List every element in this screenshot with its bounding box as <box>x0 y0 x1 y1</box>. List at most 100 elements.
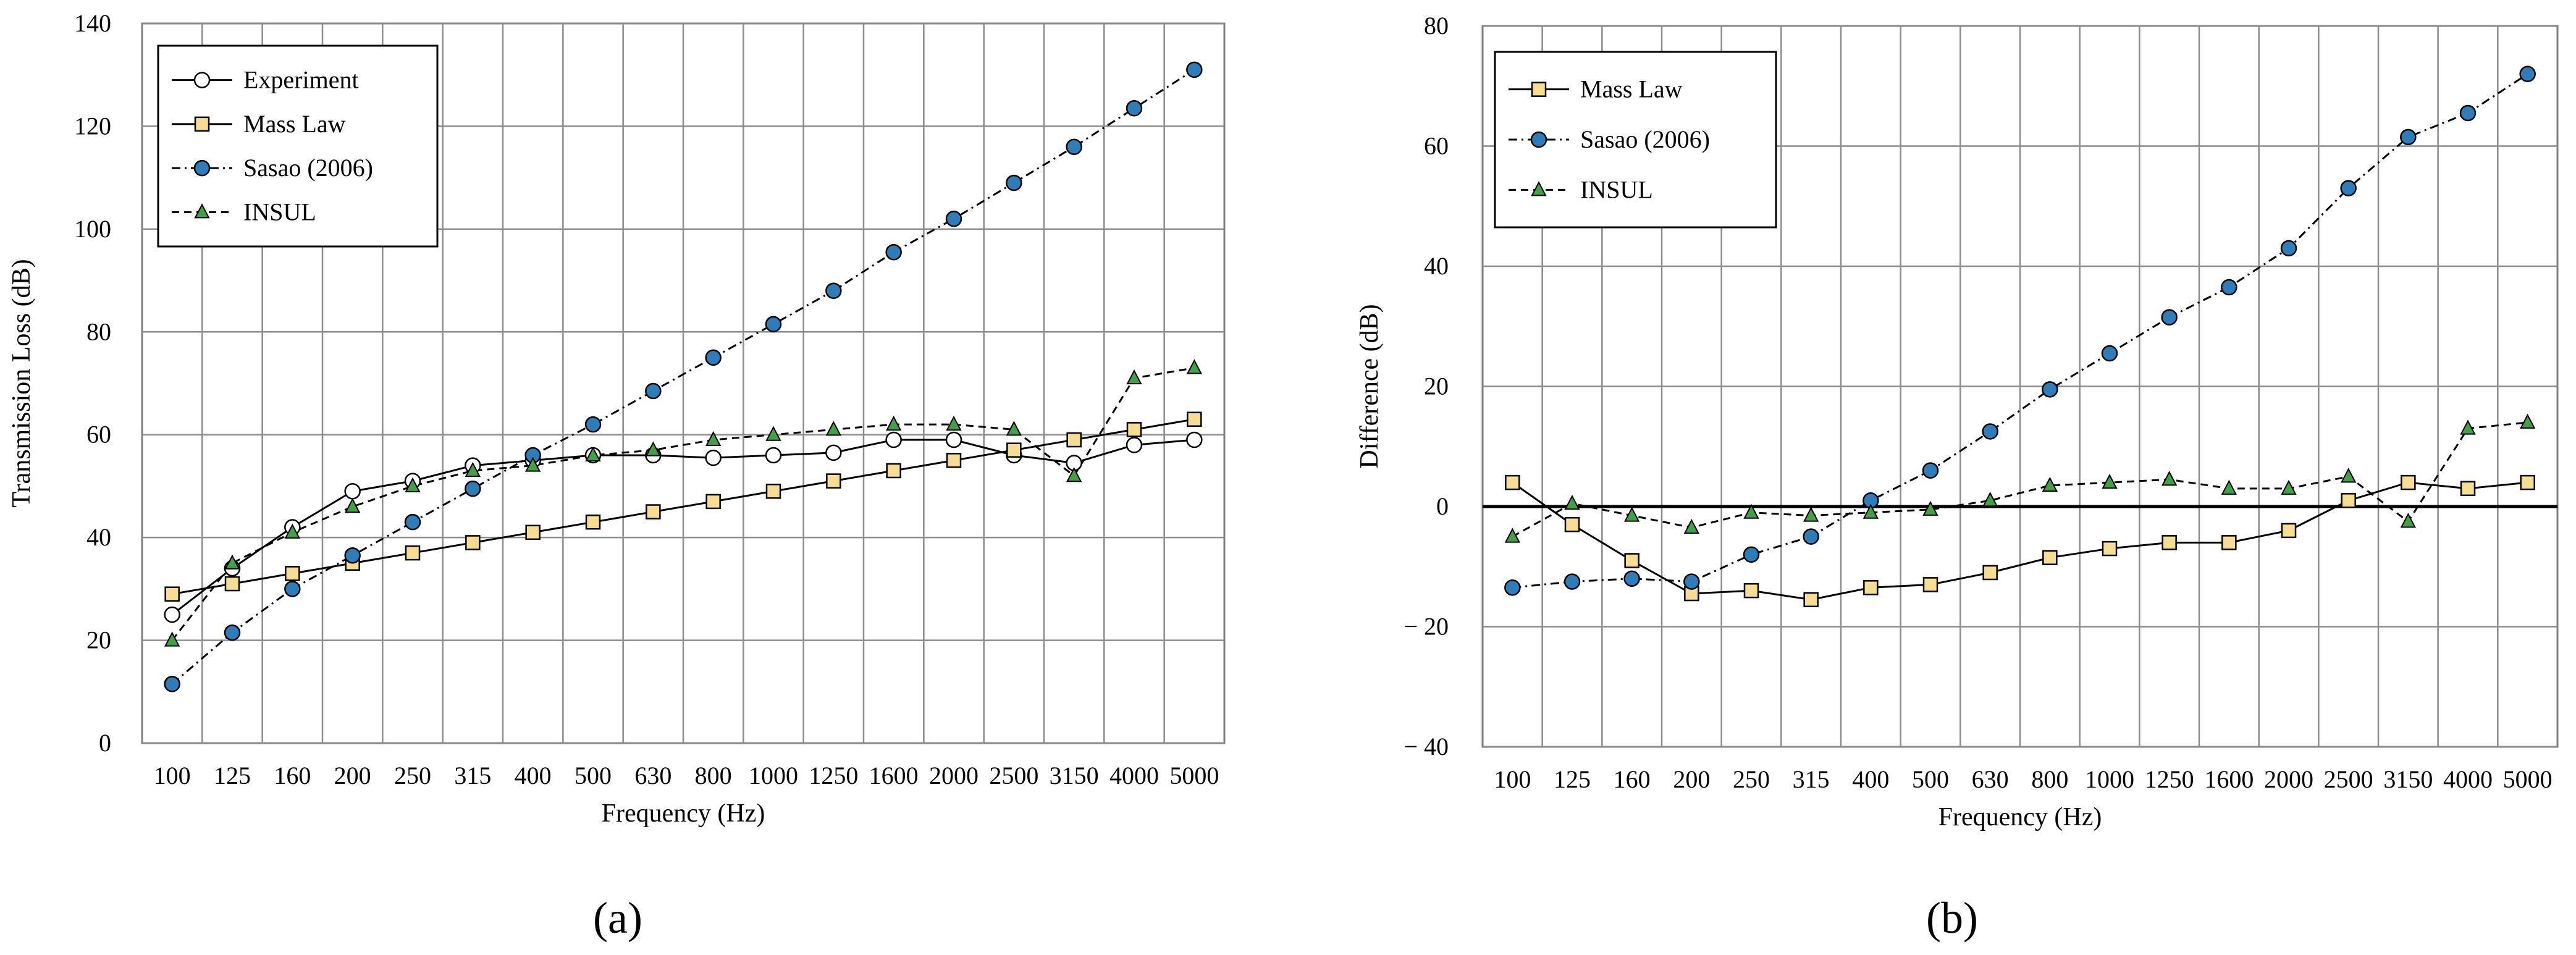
data-point-sasao-2006 <box>2161 309 2178 326</box>
data-point-sasao-2006 <box>164 676 180 692</box>
data-point-sasao-2006 <box>584 416 602 433</box>
legend-marker <box>194 203 210 219</box>
data-point-sasao-2006 <box>465 480 481 497</box>
data-point-experiment <box>164 606 180 623</box>
data-point-insul <box>2042 476 2058 492</box>
data-point-sasao-2006 <box>825 282 842 299</box>
data-point-sasao-2006 <box>284 581 301 597</box>
x-tick-label: 125 <box>1554 765 1591 793</box>
x-tick-label: 2500 <box>2324 765 2373 793</box>
data-point-mass-law <box>164 586 180 602</box>
data-point-insul <box>224 554 240 570</box>
data-point-mass-law <box>1863 580 1879 595</box>
data-point-insul <box>465 461 481 477</box>
data-point-insul <box>585 446 601 461</box>
y-tick-label: 0 <box>99 729 111 757</box>
data-point-mass-law <box>1066 432 1082 448</box>
data-point-mass-law <box>525 524 541 541</box>
data-point-sasao-2006 <box>2519 65 2536 83</box>
data-point-mass-law <box>465 535 481 550</box>
x-tick-label: 315 <box>1793 765 1830 793</box>
panel-label: (b) <box>1926 893 1978 943</box>
data-point-mass-law <box>224 576 240 592</box>
legend: Mass Law Sasao (2006) INSUL <box>1494 51 1777 229</box>
data-point-mass-law <box>1564 516 1580 532</box>
y-axis-title: Difference (dB) <box>1355 304 1384 468</box>
series-line-mass-law <box>172 418 1195 595</box>
data-point-mass-law <box>2460 481 2476 497</box>
x-tick-label: 800 <box>695 762 732 789</box>
x-tick-label: 500 <box>1912 765 1949 793</box>
data-point-experiment <box>945 431 962 448</box>
data-point-sasao-2006 <box>1623 570 1640 587</box>
legend: Experiment Mass Law Sasao (2006) INSUL <box>157 44 439 248</box>
x-tick-label: 630 <box>1972 765 2009 793</box>
data-point-sasao-2006 <box>224 624 241 641</box>
x-tick-label: 1250 <box>2145 765 2194 793</box>
data-point-insul <box>1006 421 1022 436</box>
legend-label: Sasao (2006) <box>1580 125 1710 153</box>
legend-marker <box>1531 181 1547 196</box>
x-tick-label: 2000 <box>2264 765 2313 793</box>
data-point-mass-law <box>2520 474 2535 490</box>
series-line-insul <box>1512 421 2528 537</box>
data-point-insul <box>705 431 722 447</box>
data-point-insul <box>2400 513 2416 528</box>
x-tick-label: 1000 <box>749 762 798 789</box>
data-point-mass-law <box>1922 577 1938 592</box>
y-tick-label: 140 <box>74 9 111 37</box>
x-tick-label: 3150 <box>2383 765 2433 793</box>
data-point-mass-law <box>1126 422 1142 437</box>
data-point-insul <box>2102 473 2118 489</box>
legend-label: INSUL <box>243 198 316 225</box>
y-tick-label: − 20 <box>1404 613 1449 641</box>
data-point-sasao-2006 <box>1922 462 1939 479</box>
chart-panel-b: − 40 − 20 0 20 40 60 80 100 125 160 200 250 315 400 50… <box>1355 12 2559 943</box>
data-point-mass-law <box>1187 411 1202 427</box>
y-tick-label: 20 <box>86 626 111 654</box>
x-tick-label: 5000 <box>1169 762 1219 789</box>
data-point-experiment <box>825 444 842 461</box>
legend-label: INSUL <box>1580 175 1653 203</box>
data-point-insul <box>1683 518 1699 534</box>
data-point-sasao-2006 <box>885 244 902 261</box>
data-point-mass-law <box>765 484 781 499</box>
legend-label: Mass Law <box>243 110 346 138</box>
x-tick-label: 160 <box>1614 765 1651 793</box>
data-point-mass-law <box>1624 553 1639 568</box>
y-tick-label: 40 <box>86 523 111 551</box>
data-point-insul <box>1066 467 1082 482</box>
data-point-mass-law <box>1803 592 1819 607</box>
x-tick-label: 4000 <box>2443 765 2493 793</box>
y-tick-label: 0 <box>1436 492 1449 520</box>
data-point-insul <box>1186 359 1202 374</box>
y-tick-label: 80 <box>86 318 111 345</box>
legend-marker <box>193 159 211 177</box>
data-point-insul <box>825 421 841 436</box>
data-point-experiment <box>344 483 361 500</box>
series-line-sasao-2006 <box>1512 73 2528 589</box>
x-tick-label: 200 <box>334 762 371 789</box>
data-point-insul <box>1564 494 1580 510</box>
y-tick-label: 120 <box>74 112 111 140</box>
data-point-mass-law <box>1982 565 1998 581</box>
data-point-sasao-2006 <box>945 210 962 227</box>
data-point-sasao-2006 <box>2340 180 2357 196</box>
x-tick-label: 250 <box>1733 765 1770 793</box>
data-point-sasao-2006 <box>2221 279 2237 296</box>
data-point-sasao-2006 <box>2042 381 2058 398</box>
legend-label: Sasao (2006) <box>243 154 373 182</box>
x-tick-label: 2500 <box>989 762 1038 789</box>
legend-marker <box>1530 131 1547 148</box>
x-tick-label: 200 <box>1673 765 1710 793</box>
data-point-insul <box>2460 419 2476 435</box>
x-axis-title: Frequency (Hz) <box>1938 803 2102 831</box>
data-point-sasao-2006 <box>1006 174 1022 191</box>
data-point-insul <box>525 456 541 472</box>
data-point-mass-law <box>886 463 901 479</box>
legend-label: Experiment <box>243 66 359 94</box>
data-point-insul <box>765 426 781 441</box>
data-point-insul <box>645 441 661 456</box>
x-tick-label: 1600 <box>869 762 919 789</box>
x-tick-label: 100 <box>154 762 191 789</box>
